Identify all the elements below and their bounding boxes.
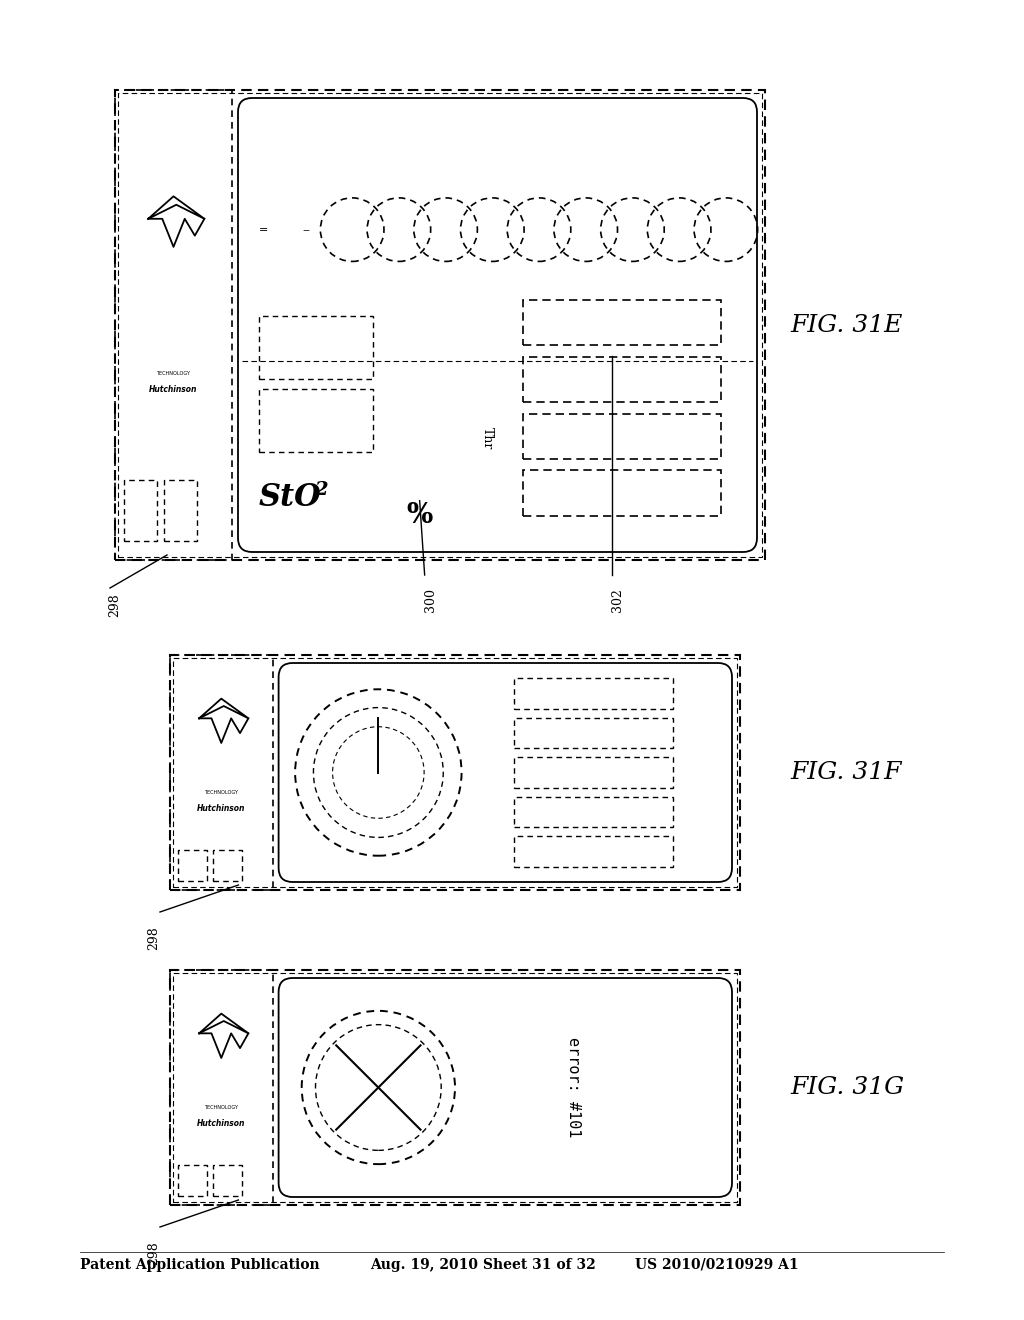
Text: Hutchinson: Hutchinson: [197, 1119, 246, 1129]
Text: =: =: [259, 224, 268, 235]
Text: Patent Application Publication: Patent Application Publication: [80, 1258, 319, 1272]
Text: error: #101: error: #101: [566, 1038, 581, 1138]
Text: %: %: [407, 502, 433, 529]
Text: –: –: [302, 223, 309, 236]
Text: Hutchinson: Hutchinson: [150, 385, 198, 393]
Text: US 2010/0210929 A1: US 2010/0210929 A1: [635, 1258, 799, 1272]
Text: Thr: Thr: [480, 428, 494, 450]
Text: StO: StO: [259, 482, 322, 513]
Text: FIG. 31E: FIG. 31E: [790, 314, 902, 337]
Text: FIG. 31F: FIG. 31F: [790, 762, 901, 784]
Text: TECHNOLOGY: TECHNOLOGY: [205, 791, 239, 795]
Text: FIG. 31G: FIG. 31G: [790, 1076, 904, 1100]
Text: Aug. 19, 2010: Aug. 19, 2010: [370, 1258, 478, 1272]
Text: 298: 298: [147, 927, 161, 950]
Text: 300: 300: [424, 587, 437, 612]
Text: 298: 298: [147, 1241, 161, 1265]
Text: TECHNOLOGY: TECHNOLOGY: [205, 1105, 239, 1110]
Text: 298: 298: [109, 593, 122, 616]
Text: 2: 2: [313, 480, 328, 499]
Text: 302: 302: [611, 589, 625, 612]
Text: Hutchinson: Hutchinson: [197, 804, 246, 813]
Text: Sheet 31 of 32: Sheet 31 of 32: [483, 1258, 596, 1272]
Text: TECHNOLOGY: TECHNOLOGY: [157, 371, 190, 376]
